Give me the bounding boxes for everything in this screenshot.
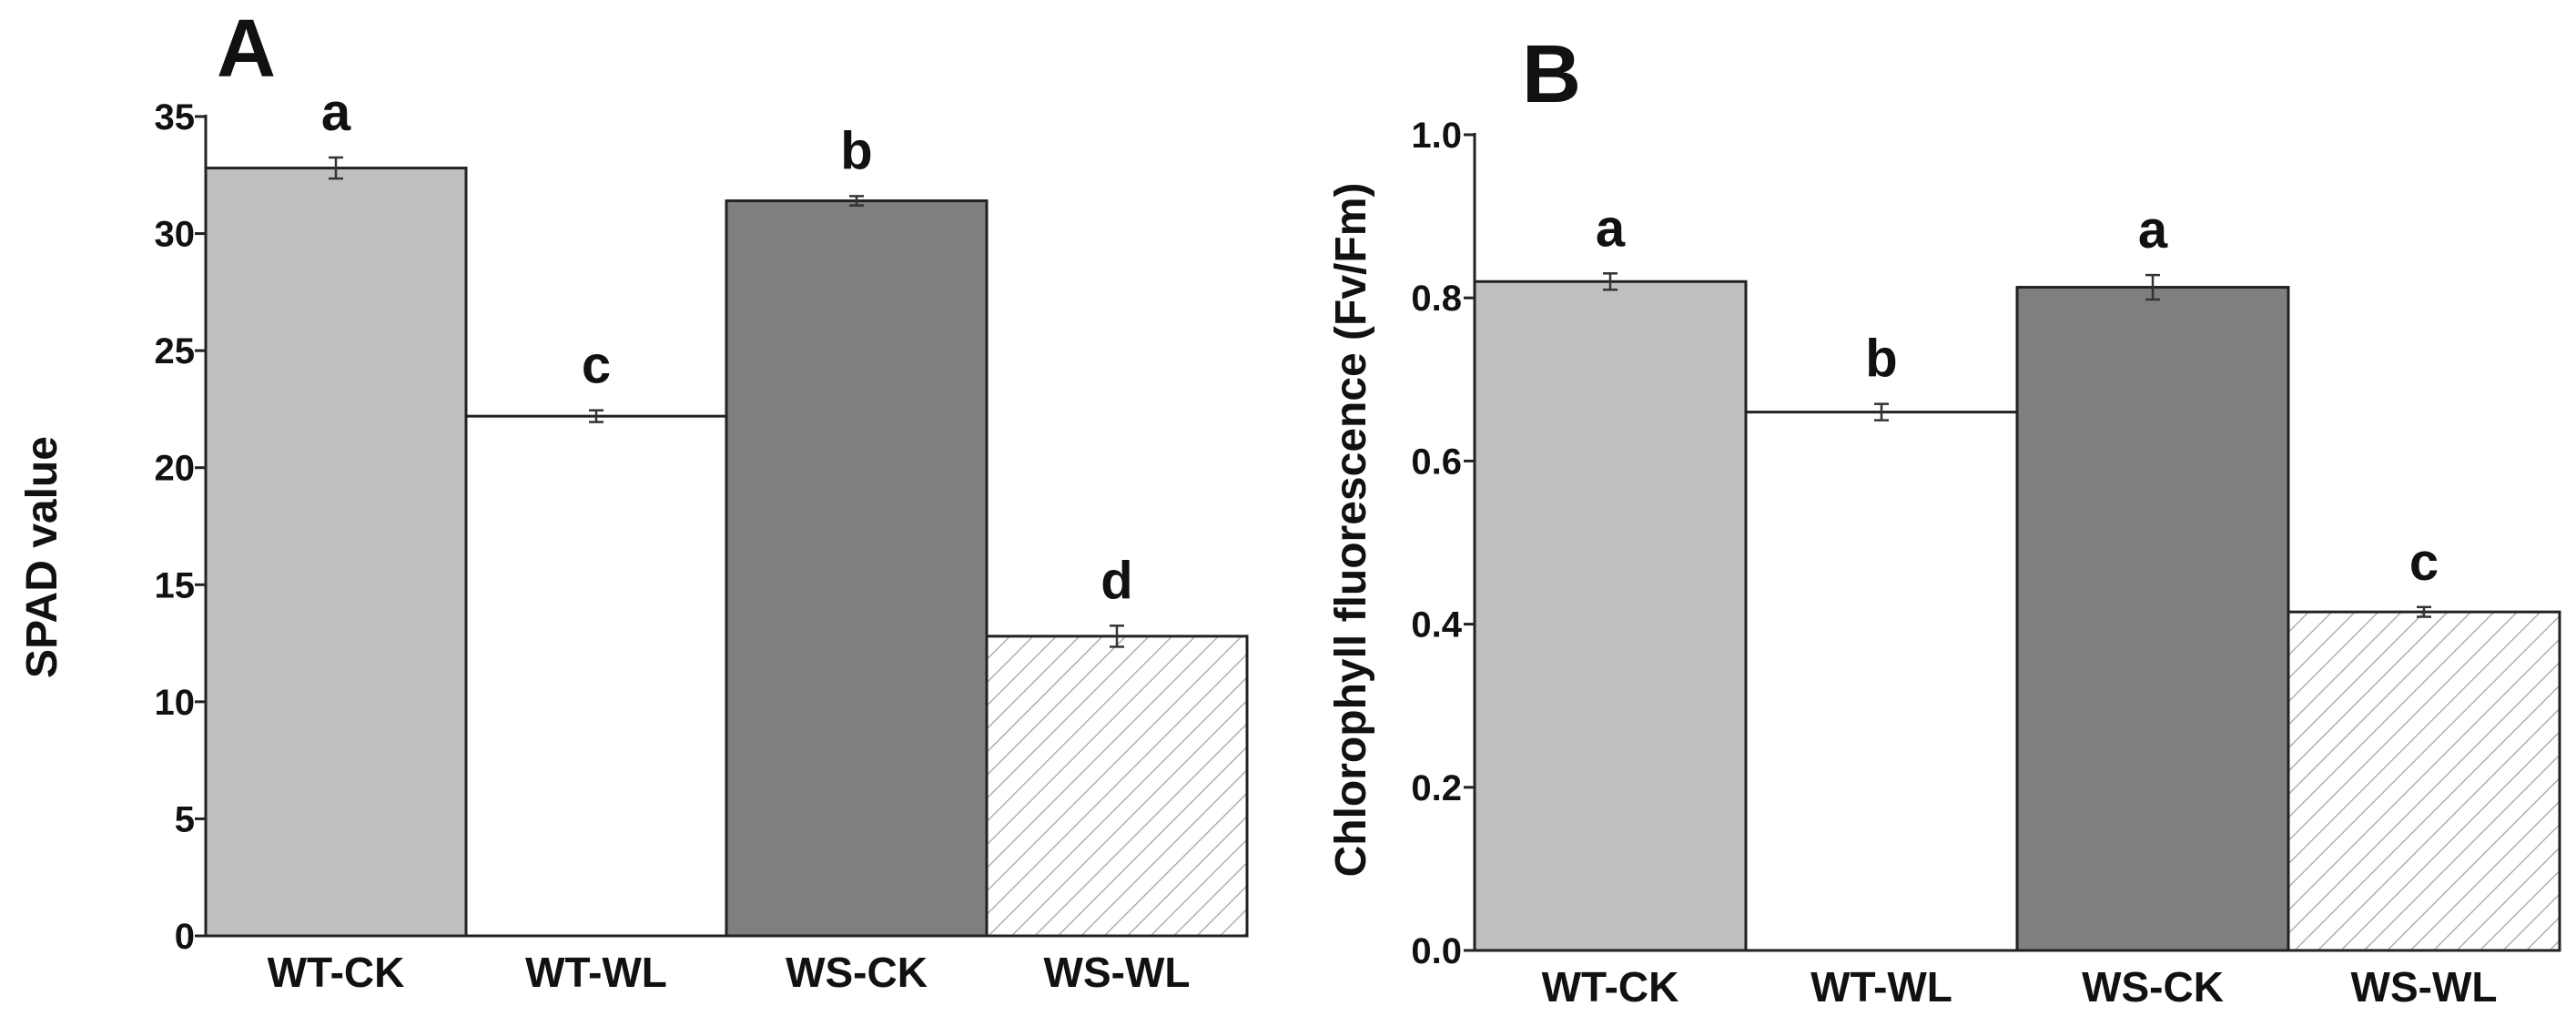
panel-b-category-label: WT-CK xyxy=(1542,963,1679,1011)
panel-a-y-tick-label: 30 xyxy=(155,215,196,255)
panel-a-y-tick-label: 35 xyxy=(155,97,196,137)
panel-b-significance-letter: a xyxy=(2138,200,2168,259)
panel-a-bar-ws-wl xyxy=(985,635,1249,938)
panel-b-category-label: WT-WL xyxy=(1810,963,1952,1011)
panel-b-error-bar-ws-ck xyxy=(2145,273,2160,301)
panel-a-y-tick-label: 25 xyxy=(155,331,196,371)
panel-a-category-label: WT-CK xyxy=(268,949,405,996)
panel-b-label: B xyxy=(1522,29,1581,120)
panel-b-bar-ws-ck xyxy=(2015,286,2290,952)
panel-b-bar-ws-wl xyxy=(2287,610,2561,952)
panel-a-y-tick-label: 20 xyxy=(155,449,196,489)
panel-b-error-bar-wt-wl xyxy=(1874,402,1889,422)
panel-b-bar-wt-wl xyxy=(1744,411,2019,952)
panel-a-category-label: WS-WL xyxy=(1044,949,1191,996)
panel-b-y-tick-label: 1.0 xyxy=(1411,116,1462,156)
panel-a-significance-letter: c xyxy=(582,336,611,395)
panel-a-error-bar-ws-wl xyxy=(1110,625,1124,648)
panel-a-bar-ws-ck xyxy=(725,199,989,938)
panel-b-y-tick-label: 0.8 xyxy=(1411,279,1462,319)
panel-b-chart: B Chlorophyll fluorescence (Fv/Fm) a WT-C… xyxy=(1327,29,2561,1011)
panel-a-y-tick-label: 0 xyxy=(175,917,195,957)
panel-a-bar-wt-wl xyxy=(464,414,728,938)
panel-a-error-bar-wt-ck xyxy=(329,156,343,180)
panel-a-y-tick-label: 10 xyxy=(155,683,196,723)
panel-a-bar-wt-ck xyxy=(204,167,468,938)
panel-b-y-tick-label: 0.4 xyxy=(1411,605,1462,645)
panel-a-category-label: WS-CK xyxy=(786,949,928,996)
panel-b-significance-letter: a xyxy=(1596,198,1626,258)
panel-a-significance-letter: d xyxy=(1100,551,1132,610)
panel-a-y-tick-label: 5 xyxy=(175,799,195,839)
panel-b-error-bar-ws-wl xyxy=(2417,605,2431,618)
panel-a-y-tick-label: 15 xyxy=(155,565,196,605)
panel-b-category-label: WS-WL xyxy=(2351,963,2498,1011)
panel-b-category-label: WS-CK xyxy=(2082,963,2224,1011)
panel-b-bar-wt-ck xyxy=(1473,279,1748,952)
panel-a-chart: A SPAD value a WT-CK c WT-WL b WS-CK d WS-WL 0 5… xyxy=(18,4,1249,996)
panel-b-significance-letter: c xyxy=(2409,533,2439,592)
panel-b-y-tick-label: 0.6 xyxy=(1411,442,1462,482)
panel-a-label: A xyxy=(217,4,276,95)
panel-a-error-bar-wt-wl xyxy=(589,409,603,423)
panel-a-error-bar-ws-ck xyxy=(849,195,864,207)
panel-b-significance-letter: b xyxy=(1865,330,1897,389)
panel-b-y-tick-label: 0.2 xyxy=(1411,768,1462,808)
panel-a-significance-letter: b xyxy=(840,121,872,180)
panel-b-y-tick-label: 0.0 xyxy=(1411,931,1462,971)
panel-a-significance-letter: a xyxy=(321,83,351,142)
panel-a-category-label: WT-WL xyxy=(525,949,667,996)
panel-b-y-axis-title: Chlorophyll fluorescence (Fv/Fm) xyxy=(1327,183,1375,878)
panel-b-error-bar-wt-ck xyxy=(1603,272,1618,291)
panel-a-y-axis-title: SPAD value xyxy=(18,436,66,678)
